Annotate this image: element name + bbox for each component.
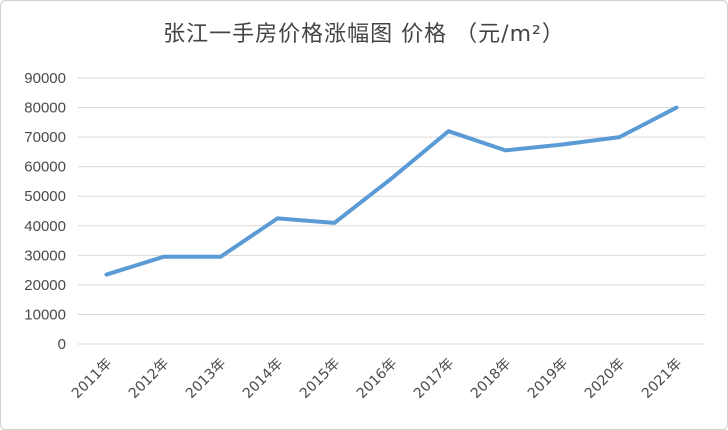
x-tick-label: 2012年 (126, 356, 172, 402)
x-tick-label: 2018年 (468, 356, 514, 402)
x-tick-label: 2016年 (354, 356, 400, 402)
chart-title: 张江一手房价格涨幅图 价格 （元/m²） (163, 22, 565, 47)
x-tick-label: 2014年 (240, 356, 286, 402)
x-tick-label: 2015年 (297, 356, 343, 402)
y-tick-label: 10000 (24, 306, 66, 323)
y-axis-ticks: 0 10000 20000 30000 40000 50000 60000 70000 8000… (24, 70, 66, 353)
y-tick-label: 90000 (24, 70, 66, 87)
y-tick-label: 30000 (24, 247, 66, 264)
y-tick-label: 60000 (24, 159, 66, 176)
x-tick-label: 2013年 (183, 356, 229, 402)
x-tick-label: 2021年 (639, 356, 685, 402)
y-tick-label: 70000 (24, 129, 66, 146)
y-tick-label: 20000 (24, 277, 66, 294)
x-tick-label: 2020年 (582, 356, 628, 402)
series-line (104, 105, 679, 277)
y-tick-label: 80000 (24, 100, 66, 117)
y-tick-label: 40000 (24, 218, 66, 235)
y-tick-label: 0 (58, 336, 66, 353)
x-tick-label: 2019年 (525, 356, 571, 402)
x-tick-label: 2017年 (411, 356, 457, 402)
x-axis-ticks: 2011年 2012年 2013年 2014年 2015年 2016年 2017年 2018年… (69, 356, 685, 402)
x-tick-label: 2011年 (69, 356, 115, 402)
gridlines (78, 77, 705, 345)
y-tick-label: 50000 (24, 188, 66, 205)
